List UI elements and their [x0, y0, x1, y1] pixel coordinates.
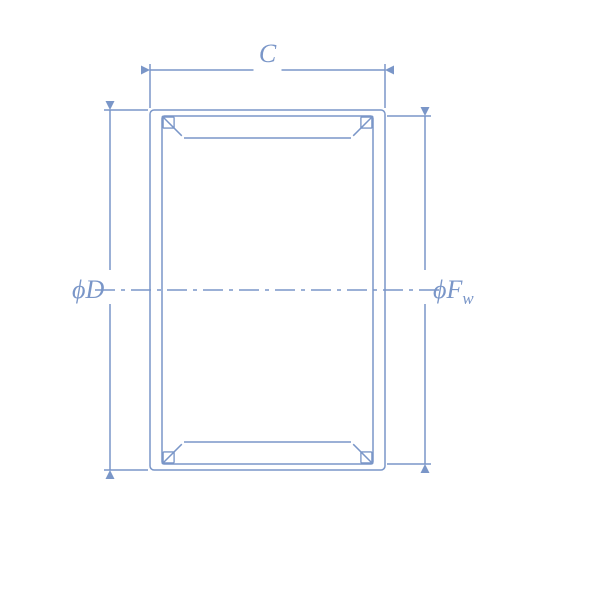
- dim-label-inner-dia: ϕFw: [433, 275, 474, 308]
- dim-label-outer-dia: ϕD: [72, 275, 104, 304]
- dim-label-width: C: [259, 39, 277, 68]
- bearing-section-diagram: CϕD ϕFw: [0, 0, 600, 600]
